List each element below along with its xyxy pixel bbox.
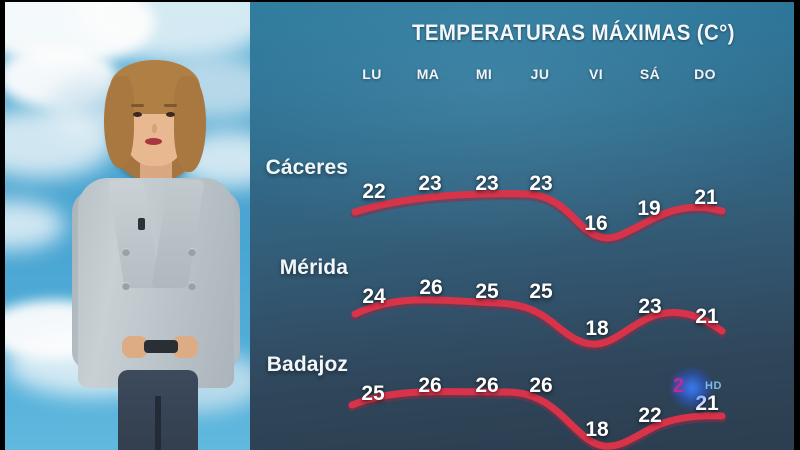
presenter-jacket-button (188, 282, 196, 290)
day-label-do: DO (694, 66, 716, 82)
letterbox-edge-right (794, 0, 800, 450)
presenter-hair-left (104, 76, 134, 168)
city-label: Badajoz (266, 353, 348, 376)
temperature-value: 26 (418, 374, 442, 397)
temperature-value: 16 (584, 212, 608, 235)
logo-hd-badge: HD (705, 380, 723, 392)
presenter-eye-left (133, 112, 142, 117)
presenter-hand-right (172, 336, 198, 358)
temperature-value: 22 (638, 404, 662, 427)
day-label-vi: VI (588, 66, 604, 82)
temperature-value: 23 (418, 172, 442, 195)
temperature-value: 24 (362, 285, 386, 308)
logo-channel-number: 2 (673, 375, 685, 397)
temperature-value: 18 (585, 418, 609, 441)
temperature-value: 26 (419, 276, 443, 299)
city-label: Mérida (279, 256, 348, 279)
day-label-lu: LU (362, 66, 382, 82)
day-label-mi: MI (475, 66, 493, 82)
temperature-value: 23 (529, 172, 553, 195)
temperature-value: 23 (638, 295, 662, 318)
temperature-value: 21 (695, 305, 719, 328)
temperature-value: 25 (475, 280, 499, 303)
presenter-lapel-microphone (138, 218, 145, 230)
day-header-row: LU MA MI JU VI SÁ DO (352, 66, 738, 88)
temperature-value: 19 (637, 197, 661, 220)
channel-logo: 2 HD (655, 368, 727, 410)
temperature-value: 23 (475, 172, 499, 195)
letterbox-edge-top (0, 0, 800, 2)
letterbox-edge-left (0, 0, 5, 450)
temperature-value: 25 (529, 280, 553, 303)
temperature-value: 18 (585, 317, 609, 340)
temperature-value: 26 (475, 374, 499, 397)
presenter-trousers-seam (155, 396, 161, 450)
presenter-remote-clicker (144, 340, 178, 353)
presenter-hair-right (174, 76, 206, 172)
weather-presenter (60, 40, 250, 450)
temperature-value: 25 (361, 382, 385, 405)
presenter-jacket-button (122, 282, 130, 290)
presenter-jacket-button (188, 248, 196, 256)
presenter-jacket-button (122, 248, 130, 256)
temperature-value: 26 (529, 374, 553, 397)
logo-glow (669, 368, 713, 410)
day-label-ma: MA (416, 66, 440, 82)
day-label-ju: JU (530, 66, 550, 82)
presenter-nose (152, 124, 157, 133)
presenter-eye-right (166, 112, 175, 117)
presenter-hand-left (122, 336, 148, 358)
presenter-eyebrow-right (164, 104, 177, 107)
city-label: Cáceres (265, 156, 348, 179)
temperature-value: 22 (362, 180, 386, 203)
temperature-value: 21 (694, 186, 718, 209)
presenter-eyebrow-left (131, 104, 144, 107)
presenter-mouth (145, 138, 162, 145)
day-label-sá: SÁ (639, 66, 661, 82)
page-title: TEMPERATURAS MÁXIMAS (C°) (412, 20, 735, 45)
